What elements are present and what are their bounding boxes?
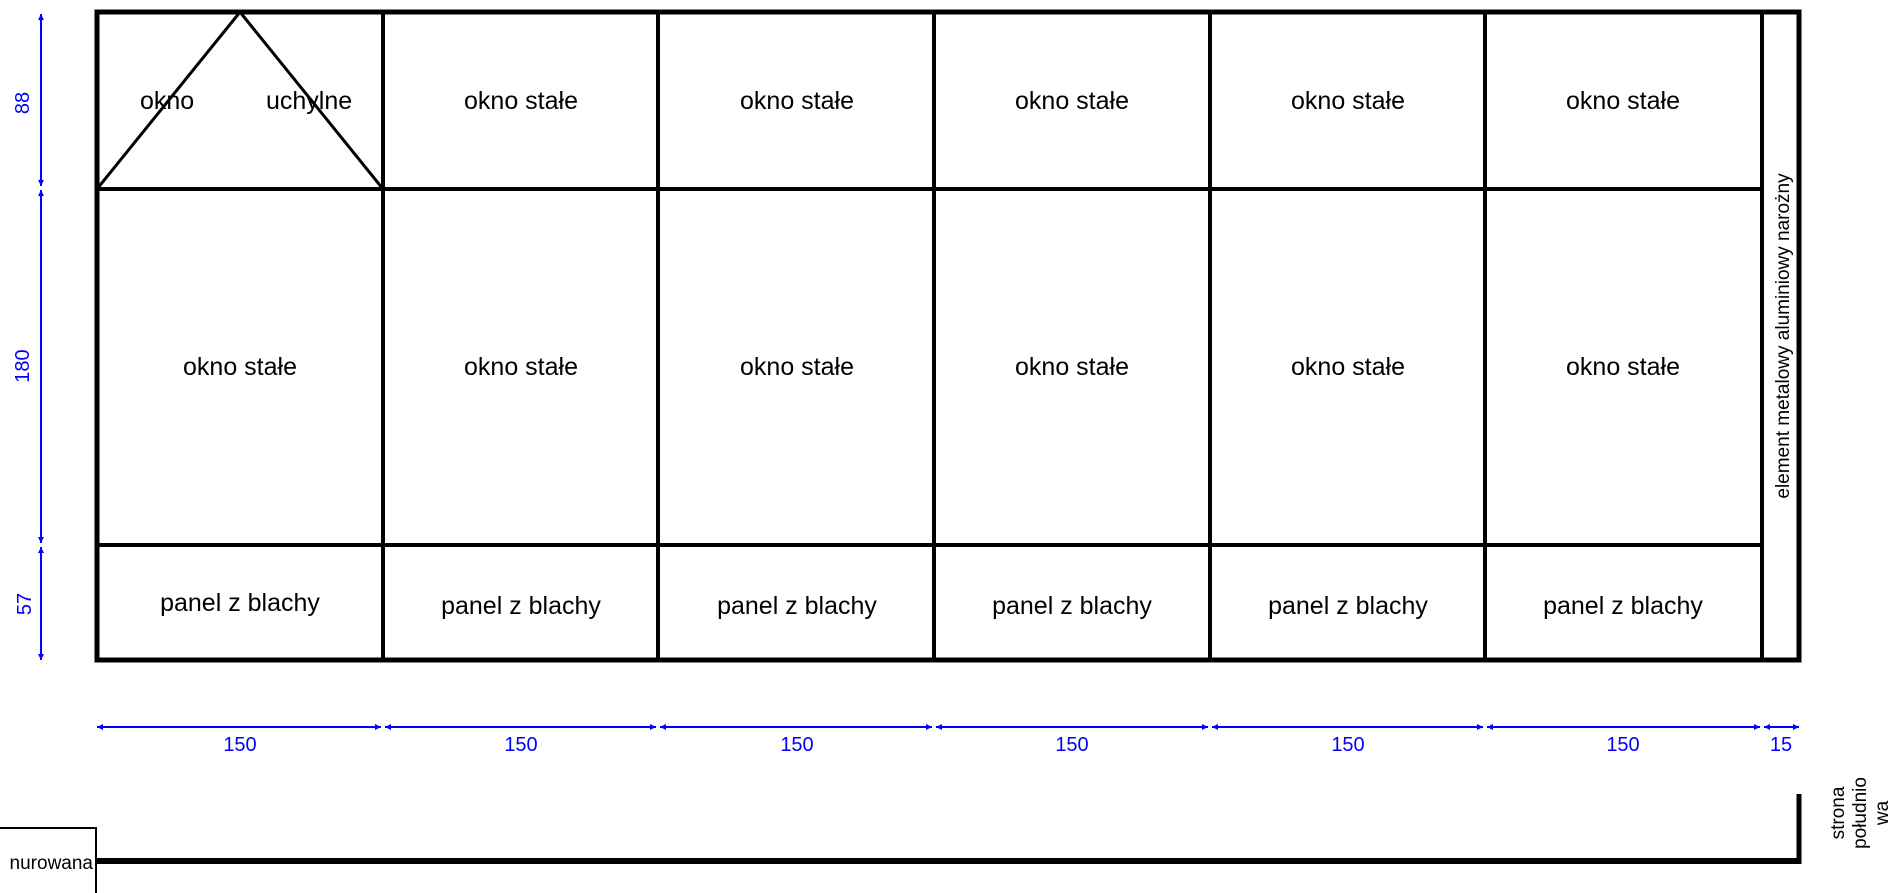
window-frame-grid [94,9,1802,663]
fixed-window-label: okno stałe [183,353,297,381]
top-row: okno uchylne okno stałe okno stałe okno … [140,87,1680,115]
height-dimension-label: 88 [12,92,34,114]
fixed-window-label: okno stałe [1566,87,1680,115]
masonry-wall-box [0,827,97,893]
pivot-opening-symbol [95,9,385,190]
fixed-window-label: okno stałe [1015,353,1129,381]
pivot-window-label-left: okno [140,87,194,115]
sheet-panel-label: panel z blachy [992,592,1152,620]
sheet-panel-label: panel z blachy [160,589,320,617]
bottom-row: panel z blachy panel z blachy panel z bl… [160,589,1703,620]
sheet-panel-label: panel z blachy [441,592,601,620]
fixed-window-label: okno stałe [464,353,578,381]
width-dimension-label: 150 [1331,734,1364,756]
fixed-window-label: okno stałe [1291,87,1405,115]
fixed-window-label: okno stałe [1291,353,1405,381]
fixed-window-label: okno stałe [464,87,578,115]
corner-element-label: element metalowy aluminiowy narożny [1773,173,1794,499]
fixed-window-label: okno stałe [740,87,854,115]
outer-frame [94,9,1802,663]
fixed-window-label: okno stałe [740,353,854,381]
sheet-panel-label: panel z blachy [1543,592,1703,620]
masonry-wall-label: nurowana [10,853,94,874]
orientation-label-line: strona [1828,786,1849,839]
width-dimension-label: 150 [1606,734,1639,756]
width-dimension-label: 15 [1770,734,1792,756]
orientation-label-line: wa [1872,800,1893,826]
plan-strip: nurowana strona południo wa [0,777,1893,893]
height-dimensions: 88 180 57 [12,14,44,660]
fixed-window-label: okno stałe [1015,87,1129,115]
fixed-window-label: okno stałe [1566,353,1680,381]
sheet-panel-label: panel z blachy [1268,592,1428,620]
width-dimensions: 150 150 150 150 150 150 15 [97,724,1799,756]
height-dimension-label: 180 [12,349,34,382]
width-dimension-label: 150 [780,734,813,756]
sheet-panel-label: panel z blachy [717,592,877,620]
width-dimension-label: 150 [223,734,256,756]
pivot-window-label-right: uchylne [266,87,352,115]
middle-row: okno stałe okno stałe okno stałe okno st… [183,353,1680,381]
orientation-label-line: południo [1850,777,1871,849]
width-dimension-label: 150 [504,734,537,756]
height-dimension-label: 57 [14,593,36,615]
width-dimension-label: 150 [1055,734,1088,756]
